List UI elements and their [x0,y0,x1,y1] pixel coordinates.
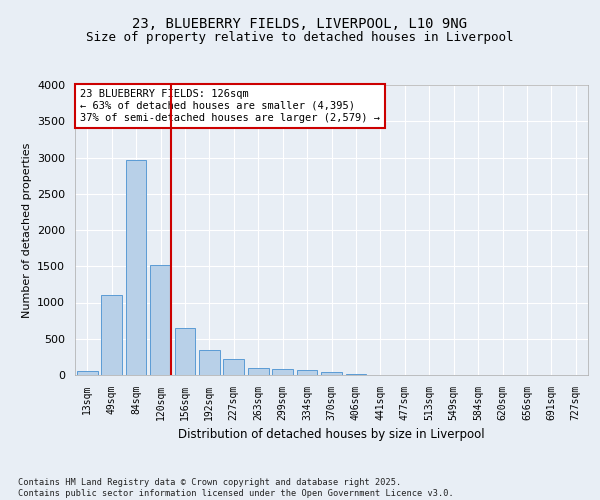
Bar [101,294,122,375]
X-axis label: Distribution of detached houses by size in Liverpool: Distribution of detached houses by size … [178,428,485,442]
Bar [223,360,244,375]
Text: Contains HM Land Registry data © Crown copyright and database right 2025.
Contai: Contains HM Land Registry data © Crown c… [18,478,454,498]
Bar [346,374,367,375]
Bar [199,350,220,375]
Bar [296,370,317,375]
Text: Size of property relative to detached houses in Liverpool: Size of property relative to detached ho… [86,31,514,44]
Text: 23 BLUEBERRY FIELDS: 126sqm
← 63% of detached houses are smaller (4,395)
37% of : 23 BLUEBERRY FIELDS: 126sqm ← 63% of det… [80,90,380,122]
Bar [77,371,98,375]
Bar [248,368,269,375]
Bar [175,328,196,375]
Text: 23, BLUEBERRY FIELDS, LIVERPOOL, L10 9NG: 23, BLUEBERRY FIELDS, LIVERPOOL, L10 9NG [133,18,467,32]
Y-axis label: Number of detached properties: Number of detached properties [22,142,32,318]
Bar [150,265,171,375]
Bar [125,160,146,375]
Bar [321,372,342,375]
Bar [272,369,293,375]
